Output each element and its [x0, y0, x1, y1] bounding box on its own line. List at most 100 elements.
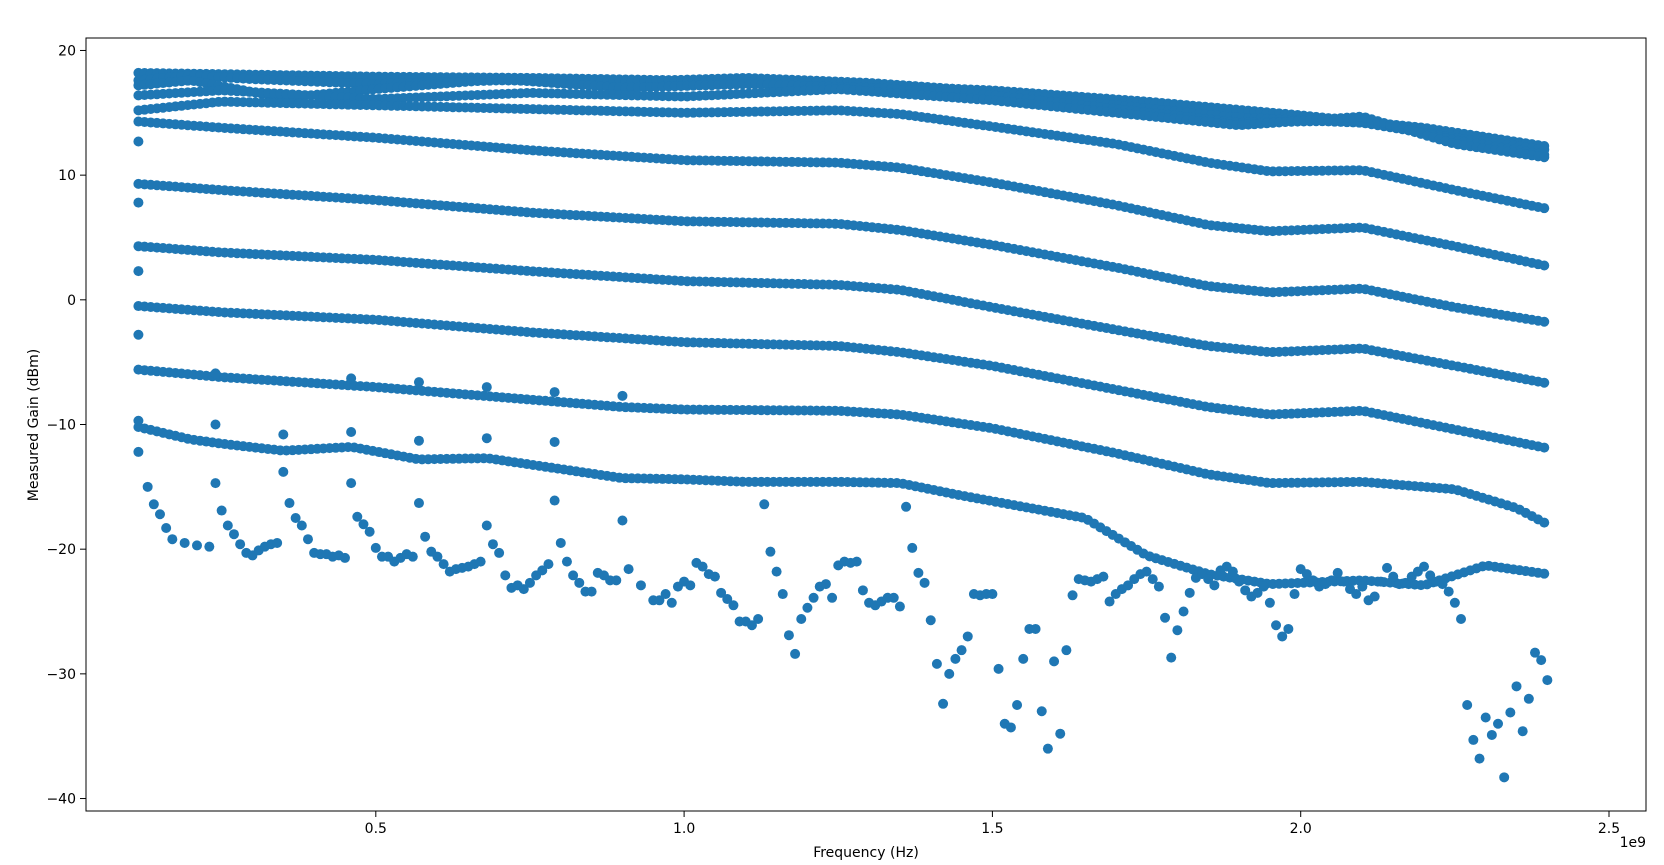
data-point: [617, 390, 628, 401]
data-point: [1505, 707, 1516, 718]
data-point: [222, 520, 233, 531]
data-point: [1536, 655, 1547, 666]
data-point: [962, 631, 973, 642]
data-point: [802, 602, 813, 613]
data-point: [808, 592, 819, 603]
data-point: [420, 531, 431, 542]
data-points: [133, 67, 1553, 783]
y-tick-label: −10: [46, 418, 76, 434]
data-point: [827, 592, 838, 603]
data-point: [1067, 590, 1078, 601]
series-3: [133, 84, 1550, 163]
data-point: [777, 589, 788, 600]
data-point: [660, 589, 671, 600]
data-point: [216, 505, 227, 516]
data-point: [894, 601, 905, 612]
data-point: [765, 546, 776, 557]
data-point: [370, 542, 381, 553]
data-point: [210, 368, 221, 379]
data-point: [494, 547, 505, 558]
data-point: [364, 526, 375, 537]
data-point: [1234, 576, 1245, 587]
data-point: [210, 419, 221, 430]
series-5: [133, 116, 1550, 271]
data-point: [1388, 571, 1399, 582]
data-point: [586, 586, 597, 597]
data-point: [1178, 606, 1189, 617]
y-tick-label: −30: [46, 667, 76, 683]
data-point: [407, 551, 418, 562]
data-point: [1049, 656, 1060, 667]
y-tick-label: 20: [58, 43, 76, 59]
data-point: [284, 498, 295, 509]
data-point: [210, 478, 221, 489]
data-point: [518, 584, 529, 595]
data-point: [611, 575, 622, 586]
data-point: [1437, 579, 1448, 590]
data-point: [278, 466, 289, 477]
data-point: [1375, 576, 1386, 587]
data-point: [290, 513, 301, 524]
data-point: [487, 539, 498, 550]
data-point: [1271, 620, 1282, 631]
data-point: [167, 534, 178, 545]
data-point: [339, 552, 350, 563]
x-tick-label: 2.0: [1290, 821, 1312, 837]
y-tick-label: 0: [67, 293, 76, 309]
data-point: [1499, 772, 1510, 783]
data-point: [1264, 597, 1275, 608]
data-point: [771, 566, 782, 577]
data-point: [1055, 728, 1066, 739]
data-point: [296, 520, 307, 531]
data-point: [1462, 700, 1473, 711]
data-point: [1283, 623, 1294, 634]
data-point: [133, 329, 144, 340]
y-axis-ticks: −40 −30 −20 −10 0 10 20: [46, 43, 86, 808]
data-point: [913, 567, 924, 578]
data-point: [746, 620, 757, 631]
data-point: [278, 429, 289, 440]
x-tick-label: 0.5: [365, 821, 387, 837]
x-tick-label: 2.5: [1598, 821, 1620, 837]
data-point: [549, 387, 560, 398]
data-point: [1480, 712, 1491, 723]
data-point: [944, 668, 955, 679]
data-point: [346, 426, 357, 437]
data-point: [1012, 700, 1023, 711]
data-point: [925, 615, 936, 626]
data-point: [685, 580, 696, 591]
data-point: [1209, 580, 1220, 591]
data-point: [1030, 623, 1041, 634]
data-point: [561, 556, 572, 567]
data-point: [1517, 726, 1528, 737]
data-point: [1252, 587, 1263, 598]
data-point: [302, 534, 313, 545]
data-point: [1172, 625, 1183, 636]
x-axis-label: Frequency (Hz): [813, 845, 919, 861]
data-point: [1042, 743, 1053, 754]
data-point: [438, 559, 449, 570]
data-point: [1539, 377, 1550, 388]
y-tick-label: −20: [46, 542, 76, 558]
y-tick-label: −40: [46, 792, 76, 808]
data-point: [1443, 586, 1454, 597]
data-point: [938, 698, 949, 709]
x-axis-ticks: 0.5 1.0 1.5 2.0 2.5: [365, 811, 1620, 837]
data-point: [1419, 561, 1430, 572]
data-point: [697, 561, 708, 572]
data-point: [133, 136, 144, 147]
data-point: [1061, 645, 1072, 656]
axes: 0.5 1.0 1.5 2.0 2.5 −40 −30 −20 −10 0 10 20: [46, 37, 1647, 837]
data-point: [204, 541, 215, 552]
data-point: [574, 577, 585, 588]
data-point: [228, 529, 239, 540]
data-point: [1104, 596, 1115, 607]
data-point: [1240, 585, 1251, 596]
y-axis-label: Measured Gain (dBm): [26, 349, 42, 502]
data-point: [901, 501, 912, 512]
series-9: [133, 364, 1550, 528]
data-point: [907, 542, 918, 553]
data-point: [432, 551, 443, 562]
x-axis-offset-label: 1e9: [1620, 835, 1646, 851]
data-point: [728, 600, 739, 611]
